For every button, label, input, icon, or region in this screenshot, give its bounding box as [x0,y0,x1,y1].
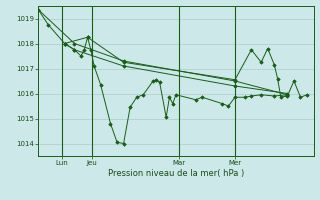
X-axis label: Pression niveau de la mer( hPa ): Pression niveau de la mer( hPa ) [108,169,244,178]
